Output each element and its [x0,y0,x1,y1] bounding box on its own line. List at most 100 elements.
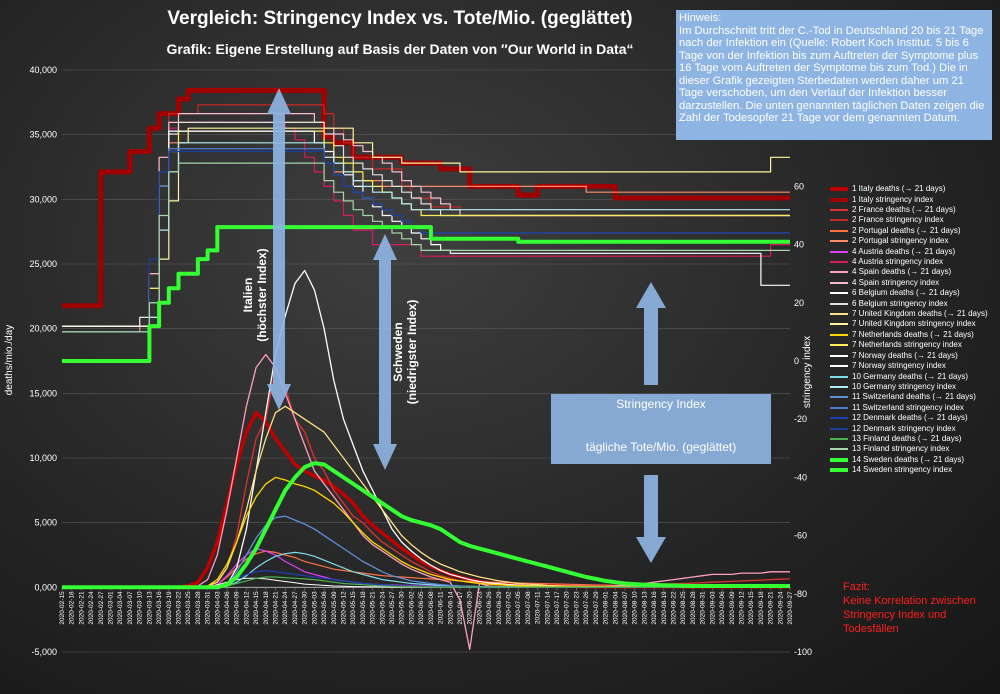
chart-title: Vergleich: Stringency Index vs. Tote/Mio… [167,8,633,29]
x-tick-label: 2020-02-15 [59,591,66,625]
legend-swatch [830,417,848,420]
x-tick-label: 2020-08-31 [700,591,707,625]
x-tick-label: 2020-09-18 [758,591,765,625]
legend-item: 7 Netherlands deaths (→ 21 days) [830,330,1000,340]
y2-tick-label: 40 [794,240,804,250]
y-axis-label: deaths/mio./day [4,325,15,396]
x-tick-label: 2020-04-06 [224,591,231,625]
x-tick-label: 2020-06-11 [438,591,445,624]
x-tick-label: 2020-07-02 [506,591,513,625]
x-tick-label: 2020-09-24 [777,591,784,625]
legend-label: 12 Denmark deaths (→ 21 days) [852,413,968,423]
legend-swatch [830,281,848,284]
x-tick-label: 2020-02-18 [69,591,76,625]
legend-label: 2 Portugal deaths (→ 21 days) [852,225,961,235]
legend-swatch [830,375,848,378]
x-tick-label: 2020-03-22 [175,591,182,625]
legend-swatch [830,437,848,440]
legend-label: 1 Italy stringency index [852,194,934,204]
legend-swatch [830,219,848,222]
x-tick-label: 2020-05-18 [360,591,367,625]
x-tick-label: 2020-03-01 [108,591,115,625]
x-axis: 2020-02-15 2020-02-18 2020-02-21 2020-02-24… [59,587,794,625]
legend-swatch [830,427,848,430]
legend-label: 7 United Kingdom deaths (→ 21 days) [852,309,988,319]
series-11-switzerland-deaths-21-days [62,515,790,588]
x-tick-label: 2020-04-15 [253,591,260,625]
x-tick-label: 2020-09-03 [709,591,716,625]
y-tick-label: 40,000 [29,65,57,75]
up-arrow [636,282,666,385]
legend-swatch [830,209,848,212]
legend-label: 2 Portugal stringency index [852,236,949,246]
y2-tick-label: 0 [794,356,799,366]
conclusion-title: Fazit: [843,581,870,593]
y2-tick-label: -100 [794,647,812,657]
legend-label: 4 Spain stringency index [852,277,940,287]
x-tick-label: 2020-09-27 [787,591,794,625]
x-tick-label: 2020-03-31 [205,591,212,625]
legend-label: 12 Denmark stringency index [852,423,956,433]
x-tick-label: 2020-05-12 [340,591,347,625]
x-tick-label: 2020-04-27 [292,591,299,625]
series-7-united-kingdom-stringency-index [62,127,790,333]
series-12-denmark-stringency-index [62,150,790,333]
legend-label: 7 Netherlands stringency index [852,340,962,350]
x-tick-label: 2020-07-17 [554,591,561,625]
legend-swatch [830,406,848,409]
x-tick-label: 2020-08-04 [612,591,619,625]
x-tick-label: 2020-07-23 [573,591,580,625]
legend-item: 7 United Kingdom stringency index [830,319,1000,329]
legend-swatch [830,354,848,357]
down-arrow [636,475,666,563]
label-italien: Italien(höchster Index) [241,248,269,341]
legend-label: 14 Sweden stringency index [852,465,953,475]
note-box: Hinweis: Im Durchschnitt tritt der C.-To… [676,10,992,140]
legend-box [551,394,771,464]
legend-item: 14 Sweden stringency index [830,465,1000,475]
x-tick-label: 2020-07-26 [583,591,590,625]
legend-item: 4 Austria stringency index [830,257,1000,267]
legend-label: 4 Austria deaths (→ 21 days) [852,246,956,256]
legend-label: 7 Norway deaths (→ 21 days) [852,350,958,360]
legend-label: 6 Belgium stringency index [852,298,948,308]
x-tick-label: 2020-05-24 [379,591,386,625]
legend-swatch [830,261,848,264]
x-tick-label: 2020-02-27 [98,591,105,625]
y2-tick-label: -40 [794,472,807,482]
stringency-series [62,87,790,363]
x-tick-label: 2020-08-13 [641,591,648,625]
y2-tick-label: 60 [794,181,804,191]
legend-item: 10 Germany stringency index [830,382,1000,392]
x-tick-label: 2020-08-25 [680,591,687,625]
x-tick-label: 2020-02-24 [88,591,95,625]
legend-label: 6 Belgium deaths (→ 21 days) [852,288,960,298]
legend-swatch [830,292,848,295]
double-arrow [267,88,291,410]
x-tick-label: 2020-05-27 [389,591,396,625]
legend-label: 7 Netherlands deaths (→ 21 days) [852,329,974,339]
x-tick-label: 2020-06-05 [418,591,425,625]
death-series [62,269,791,651]
legend-item: 13 Finland stringency index [830,444,1000,454]
legend-label: 13 Finland deaths (→ 21 days) [852,433,962,443]
legend-item: 2 France stringency index [830,215,1000,225]
x-tick-label: 2020-06-14 [447,591,454,625]
box-label-deaths: tägliche Tote/Mio. (geglättet) [586,440,737,454]
x-tick-label: 2020-03-07 [127,591,134,625]
legend-label: 10 Germany deaths (→ 21 days) [852,371,969,381]
double-arrow [373,234,397,470]
x-tick-label: 2020-04-24 [282,591,289,625]
x-tick-label: 2020-09-06 [719,591,726,625]
x-tick-label: 2020-04-30 [302,591,309,625]
legend-item: 6 Belgium deaths (→ 21 days) [830,288,1000,298]
series-14-sweden-deaths-21-days [62,461,790,590]
x-tick-label: 2020-03-16 [156,591,163,625]
annotations: Italien(höchster Index) Schweden(niedrigs… [241,88,771,563]
y-tick-label: 15,000 [29,388,57,398]
legend-item: 7 United Kingdom deaths (→ 21 days) [830,309,1000,319]
legend-swatch [830,313,848,316]
conclusion-text: Keine Korrelation zwischen Stringency In… [843,595,976,635]
